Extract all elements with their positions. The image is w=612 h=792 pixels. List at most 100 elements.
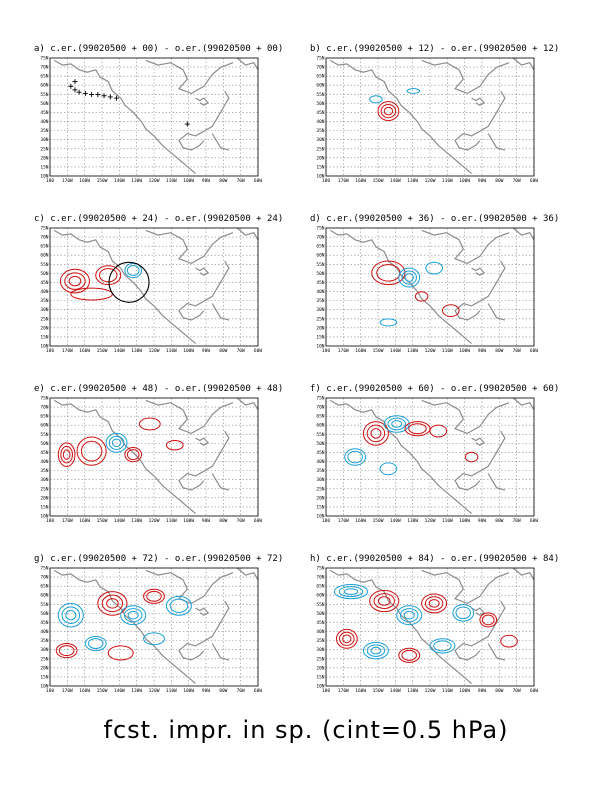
lat-label: 50N [316, 441, 324, 447]
coastline [236, 567, 259, 581]
coastline [421, 229, 510, 265]
lat-label: 45N [316, 110, 324, 116]
lon-label: 180 [322, 178, 330, 184]
lon-label: 60W [254, 348, 262, 354]
coastline [421, 569, 510, 605]
lon-label: 180 [322, 688, 330, 694]
lon-label: 100W [183, 518, 194, 524]
lat-label: 45N [316, 620, 324, 626]
positive-contour [414, 291, 429, 302]
map-plot: 10N 15N 20N 25N 30N 35N 40N 45N 50N 55N 60N 65N 70N 7… [40, 56, 262, 184]
map-plot: 10N 15N 20N 25N 30N 35N 40N 45N 50N 55N 60N 65N 70N 7… [316, 226, 538, 354]
negative-contour [379, 462, 398, 476]
map-plot: 10N 15N 20N 25N 30N 35N 40N 45N 50N 55N 60N 65N 70N 7… [316, 56, 538, 184]
negative-contour [111, 438, 122, 448]
lon-label: 100W [459, 518, 470, 524]
lat-label: 55N [316, 602, 324, 608]
lat-label: 70N [40, 235, 48, 241]
coastline [53, 399, 134, 453]
positive-contour [464, 451, 479, 463]
lon-labels: 180 170W 160W 150W 140W 130W 120W 110W 100W 90W 80… [46, 518, 262, 524]
lon-label: 110W [442, 348, 453, 354]
lat-label: 65N [316, 74, 324, 80]
lon-label: 90W [202, 518, 210, 524]
grid-lines [49, 57, 259, 177]
negative-contour [127, 610, 139, 620]
positive-contour [479, 612, 498, 628]
positive-contour [70, 287, 113, 301]
lon-label: 160W [79, 348, 90, 354]
lon-label: 120W [425, 348, 436, 354]
lat-labels: 10N 15N 20N 25N 30N 35N 40N 45N 50N 55N 60N 65N 70N 7… [316, 396, 324, 520]
coastline [178, 130, 205, 151]
negative-contour [362, 641, 389, 660]
coastline [211, 643, 230, 661]
lon-label: 60W [530, 348, 538, 354]
lat-label: 50N [40, 611, 48, 617]
lat-label: 60N [316, 423, 324, 429]
positive-contour [376, 264, 401, 282]
positive-contour [404, 421, 431, 437]
positive-contour [58, 645, 75, 657]
positive-contour [481, 614, 495, 626]
positive-contour [64, 272, 86, 290]
lat-label: 20N [40, 155, 48, 161]
lat-label: 30N [40, 477, 48, 483]
negative-contour [401, 270, 417, 285]
positive-contour [383, 106, 394, 116]
lat-label: 35N [316, 128, 324, 134]
coastline [512, 57, 535, 71]
grid-lines [325, 397, 535, 517]
lon-label: 150W [97, 688, 108, 694]
panel-b: b) c.er.(99020500 + 12) - o.er.(99020500… [310, 42, 590, 202]
positive-contour [99, 268, 118, 283]
lon-label: 110W [442, 518, 453, 524]
lon-label: 180 [46, 688, 54, 694]
negative-contour [57, 602, 84, 628]
coastline [203, 260, 230, 302]
lon-label: 110W [166, 178, 177, 184]
coastline [53, 229, 134, 283]
lat-label: 45N [40, 110, 48, 116]
lon-label: 80W [495, 178, 503, 184]
positive-contour [80, 440, 103, 462]
positive-contour [500, 634, 518, 648]
lat-label: 15N [40, 164, 48, 170]
lat-label: 65N [316, 584, 324, 590]
lon-label: 100W [459, 688, 470, 694]
lon-label: 150W [97, 518, 108, 524]
lat-label: 55N [40, 602, 48, 608]
lon-label: 130W [131, 518, 142, 524]
lon-label: 140W [114, 688, 125, 694]
negative-contour [404, 273, 414, 282]
contours [333, 584, 518, 663]
lat-label: 45N [40, 280, 48, 286]
contours [369, 88, 421, 122]
negative-contour [433, 640, 452, 652]
lat-label: 70N [40, 575, 48, 581]
coastline [329, 399, 410, 453]
lon-label: 130W [407, 178, 418, 184]
lon-labels: 180 170W 160W 150W 140W 130W 120W 110W 100W 90W 80… [322, 348, 538, 354]
map-plot: 10N 15N 20N 25N 30N 35N 40N 45N 50N 55N 60N 65N 70N 7… [316, 566, 538, 694]
lon-label: 140W [114, 518, 125, 524]
lat-label: 60N [40, 423, 48, 429]
lat-label: 55N [316, 92, 324, 98]
grid-lines [325, 567, 535, 687]
lon-label: 150W [373, 178, 384, 184]
lat-label: 55N [40, 432, 48, 438]
lat-label: 20N [316, 665, 324, 671]
positive-contour [106, 598, 119, 609]
lat-label: 10N [40, 174, 48, 180]
negative-contour [124, 262, 143, 279]
negative-contour [403, 610, 415, 620]
lon-label: 80W [219, 688, 227, 694]
lon-label: 60W [530, 518, 538, 524]
lon-label: 90W [202, 688, 210, 694]
coastline [53, 59, 134, 113]
lat-label: 30N [316, 647, 324, 653]
lon-label: 80W [219, 518, 227, 524]
panel-h: h) c.er.(99020500 + 84) - o.er.(99020500… [310, 552, 590, 712]
lat-label: 10N [40, 514, 48, 520]
lon-label: 170W [62, 688, 73, 694]
